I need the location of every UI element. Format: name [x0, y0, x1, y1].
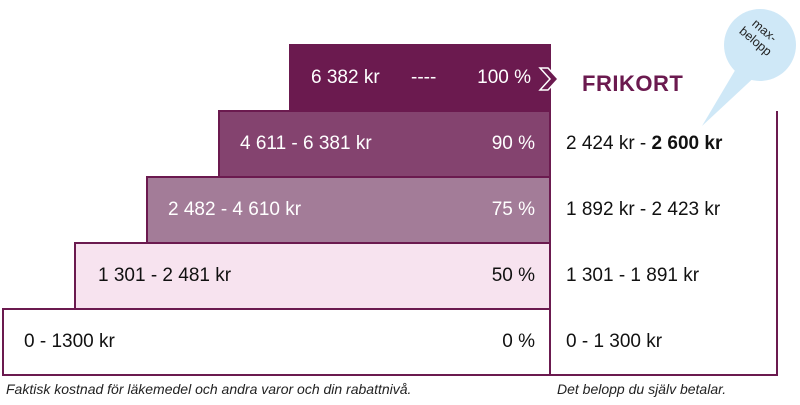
caption-amount-paid: Det belopp du själv betalar. [557, 381, 727, 397]
level-0-bar: 0 - 1300 kr 0 % [2, 308, 551, 376]
chevron-right-icon [538, 67, 560, 91]
level-range: 6 382 kr [311, 67, 380, 88]
level-range: 1 301 - 2 481 kr [98, 265, 232, 286]
level-percent: 50 % [491, 265, 535, 286]
level-separator: ---- [411, 67, 437, 88]
caption-actual-cost: Faktisk kostnad för läkemedel och andra … [6, 381, 412, 397]
level-range: 4 611 - 6 381 kr [240, 133, 372, 154]
level-range: 0 - 1300 kr [24, 331, 115, 352]
pay-amount-75: 1 892 kr - 2 423 kr [566, 199, 721, 220]
level-100-bar: 6 382 kr ---- 100 % [289, 44, 551, 112]
level-range: 2 482 - 4 610 kr [168, 199, 302, 220]
pay-amount-90: 2 424 kr - 2 600 kr [566, 133, 723, 154]
level-percent: 100 % [477, 67, 531, 88]
level-90-bar: 4 611 - 6 381 kr 90 % [218, 110, 551, 178]
pay-amount-0: 0 - 1 300 kr [566, 331, 663, 352]
level-percent: 90 % [491, 133, 535, 154]
frikort-label: FRIKORT [582, 71, 684, 96]
level-percent: 0 % [502, 331, 535, 352]
level-percent: 75 % [491, 199, 535, 220]
pay-amount-50: 1 301 - 1 891 kr [566, 265, 700, 286]
level-50-bar: 1 301 - 2 481 kr 50 % [74, 242, 551, 310]
level-75-bar: 2 482 - 4 610 kr 75 % [146, 176, 551, 244]
